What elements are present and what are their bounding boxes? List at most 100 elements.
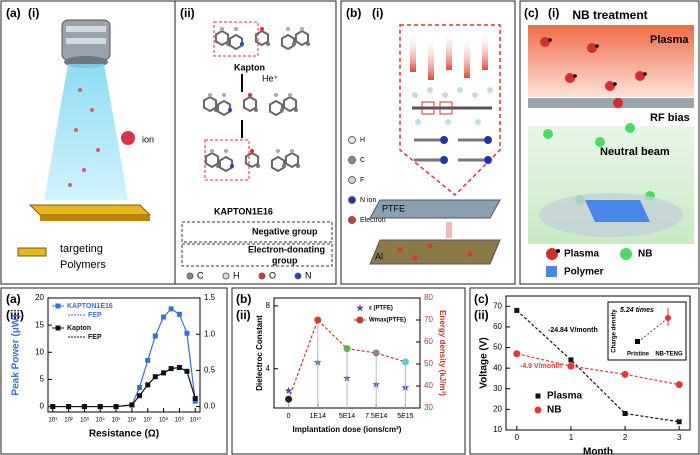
x-tick-label: 5E14 <box>339 413 355 420</box>
annotation: -24.84 V/month <box>548 327 598 334</box>
ring <box>202 95 218 113</box>
atom <box>296 164 300 168</box>
decoration <box>665 315 671 321</box>
legend-swatch <box>348 196 356 204</box>
group-label: group <box>272 255 298 265</box>
x-tick-label: 10³ <box>80 418 89 424</box>
y-tick-label: 15 <box>35 320 44 329</box>
atom <box>282 164 286 168</box>
target-label: targeting <box>60 243 103 255</box>
panel-sublabel: (ii) <box>236 308 251 322</box>
plasma-particles <box>540 37 647 91</box>
atom <box>306 42 310 46</box>
decoration <box>66 38 106 44</box>
decoration <box>90 108 94 112</box>
ion-icon <box>121 131 135 145</box>
y2-tick-label: 0.5 <box>204 365 216 374</box>
inset-tick-label: NB-TENG <box>655 352 683 358</box>
legend-swatch <box>556 249 560 253</box>
panel-sublabel: (ii) <box>474 308 489 322</box>
panel-title: NB treatment <box>572 8 647 22</box>
point <box>567 362 575 370</box>
y2-tick-label: 0.0 <box>204 402 216 411</box>
decoration <box>440 156 448 164</box>
point <box>161 314 167 320</box>
panel-frame <box>340 0 516 285</box>
highlight-box <box>204 139 250 181</box>
legend-label: Wmax(PTFE) <box>369 318 406 324</box>
panel-label: (a) <box>6 6 21 20</box>
atom <box>300 27 304 31</box>
group-box <box>181 243 333 267</box>
point <box>184 368 190 374</box>
legend-swatch <box>534 406 542 414</box>
x-tick-label: 1E14 <box>310 413 326 420</box>
region-label: RF bias <box>650 112 690 124</box>
panel-frame <box>0 287 228 455</box>
decoration <box>82 168 86 172</box>
point <box>675 381 683 389</box>
atom <box>280 108 284 112</box>
ion-label: He⁺ <box>262 73 279 83</box>
region-label: Plasma <box>650 34 689 46</box>
panel-sublabel: (i) <box>548 6 559 20</box>
molecule-label: Kapton <box>234 62 265 72</box>
polymer-sample <box>585 200 650 222</box>
point <box>168 366 174 372</box>
y-tick-label: 10 <box>35 347 44 356</box>
y-axis-label: Dielectroc Constant <box>255 315 264 391</box>
point <box>676 419 682 425</box>
decoration <box>643 72 647 76</box>
point <box>513 350 521 358</box>
decoration <box>428 36 434 80</box>
decoration <box>635 339 640 344</box>
atom <box>260 27 264 31</box>
decoration <box>487 87 493 93</box>
legend-label: F <box>360 177 364 184</box>
decoration <box>412 255 418 261</box>
panel-frame <box>0 0 337 285</box>
decoration <box>457 87 463 93</box>
legend-swatch <box>546 248 558 260</box>
legend-swatch <box>258 272 266 280</box>
decoration <box>613 82 617 86</box>
ring <box>284 151 300 169</box>
region-label: Neutral beam <box>600 146 670 158</box>
decoration <box>472 92 478 98</box>
y-tick-label: 70 <box>493 301 502 310</box>
point <box>81 404 87 410</box>
decoration <box>484 156 492 164</box>
legend-swatch <box>356 304 364 312</box>
decoration <box>573 74 577 78</box>
legend-swatch <box>348 216 356 224</box>
point <box>176 364 182 370</box>
y2-tick-label: 1.0 <box>204 329 216 338</box>
group-box <box>181 221 333 243</box>
panel-sublabel: (ii) <box>180 6 195 20</box>
point <box>129 402 135 408</box>
atom <box>290 149 294 153</box>
inset <box>607 301 687 361</box>
x-tick-label: 7.5E14 <box>365 413 387 420</box>
y2-tick-label: 60 <box>424 337 433 346</box>
molecule-label: KAPTON1E16 <box>214 206 273 216</box>
panel-frame <box>519 0 700 285</box>
molecules <box>202 27 310 173</box>
panel-label: (a) <box>6 292 21 306</box>
y2-tick-label: 40 <box>424 381 433 390</box>
ring <box>214 29 230 47</box>
decoration <box>475 119 481 125</box>
panel-frame <box>231 287 466 455</box>
callout <box>399 24 501 197</box>
atom <box>208 93 212 97</box>
atom-legend: H C F N ion Electron <box>348 136 386 224</box>
legend-label: H <box>360 137 365 144</box>
target-icon <box>17 247 47 257</box>
y-tick-label: 0 <box>40 402 45 411</box>
decoration <box>415 119 481 125</box>
atom <box>224 149 228 153</box>
atom <box>240 42 244 46</box>
y2-tick-label: 70 <box>424 315 433 324</box>
atom <box>248 93 252 97</box>
